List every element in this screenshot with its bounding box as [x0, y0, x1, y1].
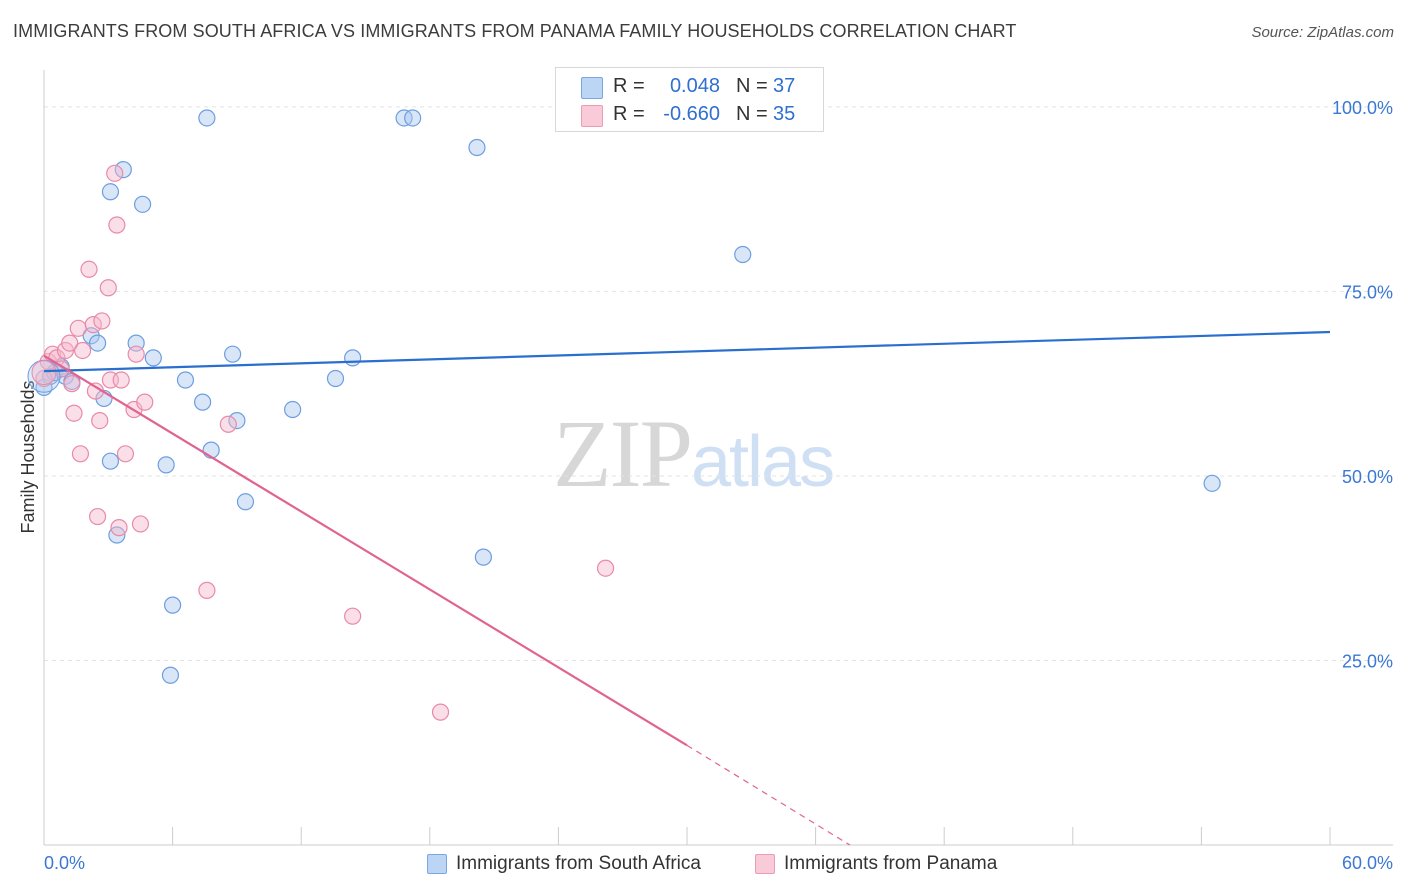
panama-point [63, 375, 81, 393]
south-africa-point [164, 596, 182, 614]
panama-point [106, 164, 124, 182]
panama-trendline-extension [686, 744, 851, 846]
south-africa-trendline [43, 330, 1331, 373]
south-africa-point [161, 666, 180, 684]
panama-point [596, 559, 615, 577]
panama-point [198, 581, 216, 599]
panama-point [52, 360, 70, 378]
panama-point [88, 507, 107, 526]
series-swatch-panama [755, 854, 775, 874]
panama-point [344, 607, 362, 625]
south-africa-point [284, 400, 302, 419]
series-label-south-africa: Immigrants from South Africa [456, 853, 701, 874]
south-africa-point [404, 109, 422, 127]
panama-point [73, 341, 92, 360]
legend-r-value: 0.048 [669, 75, 720, 97]
y-tick-label: 25.0% [1342, 651, 1393, 671]
south-africa-point [228, 411, 246, 430]
south-africa-point [224, 345, 242, 363]
panama-trendline [43, 354, 688, 747]
panama-point [136, 393, 154, 411]
south-africa-point [236, 493, 255, 511]
y-tick-label: 50.0% [1342, 467, 1393, 487]
south-africa-point [144, 349, 162, 367]
south-africa-point [474, 548, 492, 566]
panama-point [93, 312, 111, 330]
x-tick-label: 60.0% [1342, 853, 1393, 873]
south-africa-point [176, 371, 195, 389]
panama-point [219, 415, 237, 433]
source-label: Source: ZipAtlas.com [1251, 24, 1394, 41]
x-tick-label: 0.0% [44, 853, 85, 873]
panama-point [99, 279, 117, 297]
south-africa-point [344, 349, 362, 367]
watermark: ZIPatlas [553, 398, 835, 509]
legend-n-value: 35 [773, 103, 796, 125]
panama-point [108, 216, 126, 234]
series-legend: Immigrants from South Africa Immigrants … [0, 852, 1406, 878]
legend-n-label: N = [736, 103, 768, 125]
panama-point [110, 519, 128, 537]
south-africa-point [734, 245, 752, 264]
south-africa-point [157, 456, 175, 474]
y-axis-label: Family Households [18, 380, 38, 533]
legend-swatch-panama [581, 105, 603, 127]
series-label-panama: Immigrants from Panama [784, 853, 998, 874]
panama-point [91, 411, 109, 430]
legend-n-label: N = [736, 75, 768, 97]
south-africa-point [468, 138, 486, 157]
panama-point [127, 345, 145, 363]
y-tick-label: 75.0% [1342, 282, 1393, 302]
panama-point [431, 703, 450, 721]
panama-point [84, 316, 102, 334]
watermark-zip: ZIP [553, 400, 693, 507]
panama-point [80, 260, 98, 278]
panama-point [71, 445, 90, 463]
legend-row-south-africa: R = 0.048 N = 37 [556, 73, 823, 101]
south-africa-point [198, 109, 216, 127]
south-africa-point [101, 183, 120, 201]
south-africa-point [114, 161, 132, 179]
south-africa-point [1203, 474, 1221, 492]
legend-r-value: -0.660 [663, 103, 720, 125]
correlation-legend: R = 0.048 N = 37 R = -0.660 N = 35 [555, 67, 824, 132]
south-africa-point [101, 452, 120, 470]
chart-title: IMMIGRANTS FROM SOUTH AFRICA VS IMMIGRAN… [13, 21, 1017, 41]
south-africa-point [133, 195, 152, 213]
y-tick-label: 100.0% [1332, 98, 1393, 118]
south-africa-point [326, 369, 345, 388]
panama-point [61, 334, 79, 352]
panama-point [69, 319, 87, 337]
panama-point [31, 360, 57, 386]
legend-swatch-south-africa [581, 77, 603, 99]
panama-point [116, 445, 135, 463]
series-swatch-south-africa [427, 854, 447, 874]
panama-point [131, 515, 150, 533]
legend-row-panama: R = -0.660 N = 35 [556, 101, 823, 129]
legend-r-label: R = [613, 75, 645, 97]
legend-n-value: 37 [773, 75, 796, 97]
south-africa-point [88, 334, 107, 352]
south-africa-point [194, 393, 212, 411]
legend-r-label: R = [613, 103, 645, 125]
panama-point [65, 404, 83, 422]
watermark-atlas: atlas [691, 422, 835, 502]
panama-point [112, 371, 130, 389]
